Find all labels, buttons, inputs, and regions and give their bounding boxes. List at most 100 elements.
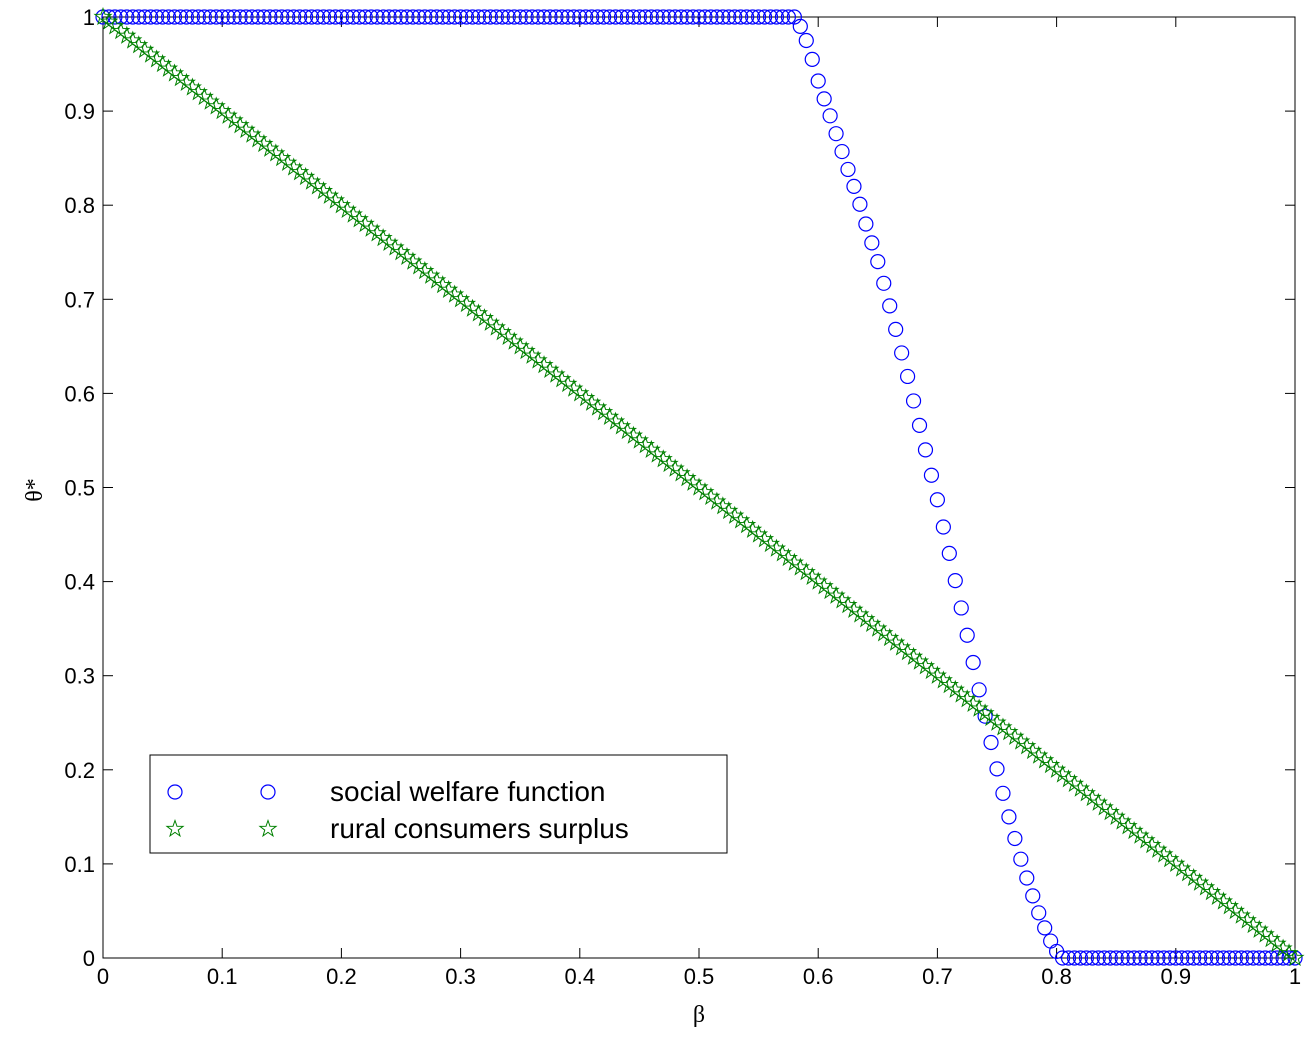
data-point <box>458 9 475 25</box>
data-point <box>506 9 522 25</box>
data-point <box>524 9 540 25</box>
x-tick-label: 0.6 <box>803 964 834 989</box>
data-point <box>1019 870 1035 886</box>
data-point <box>453 9 469 25</box>
data-point <box>143 9 159 25</box>
x-tick-label: 0 <box>97 964 109 989</box>
legend-marker <box>165 818 185 838</box>
data-point <box>1007 830 1023 847</box>
data-point <box>715 9 731 25</box>
x-axis-label: β <box>693 1002 705 1028</box>
data-point <box>423 9 439 25</box>
data-point <box>697 9 713 25</box>
data-point <box>166 9 183 25</box>
x-tick-label: 1 <box>1289 964 1301 989</box>
data-point <box>917 442 934 458</box>
data-point <box>733 9 749 25</box>
data-point <box>1251 950 1267 966</box>
y-tick-label: 0.2 <box>64 758 95 783</box>
data-point <box>369 9 385 25</box>
data-point <box>727 9 743 25</box>
data-point <box>1108 950 1124 966</box>
data-point <box>745 9 761 25</box>
x-tick-label: 0.2 <box>326 964 357 989</box>
data-point <box>882 298 898 314</box>
data-point <box>268 9 284 25</box>
legend-label: social welfare function <box>330 776 605 807</box>
data-point <box>703 9 719 25</box>
data-point <box>1203 950 1220 966</box>
data-point <box>214 9 230 25</box>
data-point <box>160 9 177 25</box>
data-point <box>155 9 171 25</box>
data-point <box>1186 950 1202 966</box>
data-point <box>304 9 320 25</box>
data-point <box>250 9 266 25</box>
data-point <box>149 9 165 25</box>
data-point <box>888 321 904 338</box>
data-point <box>1281 950 1297 966</box>
data-point <box>643 9 659 25</box>
data-point <box>232 9 248 25</box>
data-point <box>536 9 552 25</box>
data-point <box>137 9 153 25</box>
data-point <box>512 9 528 25</box>
data-point <box>929 492 946 508</box>
y-tick-label: 0.9 <box>64 99 95 124</box>
data-point <box>685 9 701 25</box>
legend-box <box>149 754 728 854</box>
data-point <box>339 9 355 25</box>
data-point <box>596 9 612 25</box>
data-point <box>941 545 957 561</box>
data-point <box>1132 950 1148 966</box>
data-point <box>1120 950 1136 966</box>
data-point <box>911 417 928 433</box>
data-point <box>1013 851 1029 867</box>
data-point <box>321 9 338 25</box>
data-point <box>482 9 498 25</box>
y-tick-label: 1 <box>83 5 95 30</box>
data-point <box>852 196 868 212</box>
data-point <box>1072 950 1089 966</box>
data-point <box>447 9 463 25</box>
data-point <box>834 143 850 160</box>
data-point <box>488 9 504 25</box>
x-tick-label: 0.3 <box>445 964 476 989</box>
data-point <box>172 9 189 25</box>
data-point <box>1078 950 1095 966</box>
data-point <box>870 254 886 270</box>
data-point <box>1138 950 1154 966</box>
y-tick-label: 0 <box>83 946 95 971</box>
data-point <box>1168 950 1184 966</box>
data-point <box>1269 950 1285 966</box>
data-point <box>417 9 433 25</box>
data-point <box>572 9 588 25</box>
data-point <box>554 9 570 25</box>
data-point <box>989 761 1005 777</box>
data-point <box>411 9 427 25</box>
data-point <box>1126 950 1142 966</box>
data-point <box>405 9 421 25</box>
data-point <box>977 708 993 724</box>
data-point <box>315 9 332 25</box>
data-point <box>119 9 135 25</box>
data-point <box>220 9 236 25</box>
data-point <box>351 9 367 25</box>
data-point <box>959 627 975 643</box>
y-tick-label: 0.4 <box>64 570 95 595</box>
data-point <box>393 9 409 25</box>
data-point <box>494 9 510 25</box>
data-point <box>649 9 665 25</box>
legend-marker <box>258 818 278 838</box>
y-tick-label: 0.1 <box>64 852 95 877</box>
data-point <box>810 73 826 89</box>
data-point <box>995 785 1011 801</box>
data-point <box>1239 950 1255 966</box>
data-point <box>435 9 451 25</box>
x-tick-label: 0.8 <box>1041 964 1072 989</box>
data-point <box>238 9 254 25</box>
data-point <box>894 345 910 361</box>
data-point <box>1084 950 1100 966</box>
